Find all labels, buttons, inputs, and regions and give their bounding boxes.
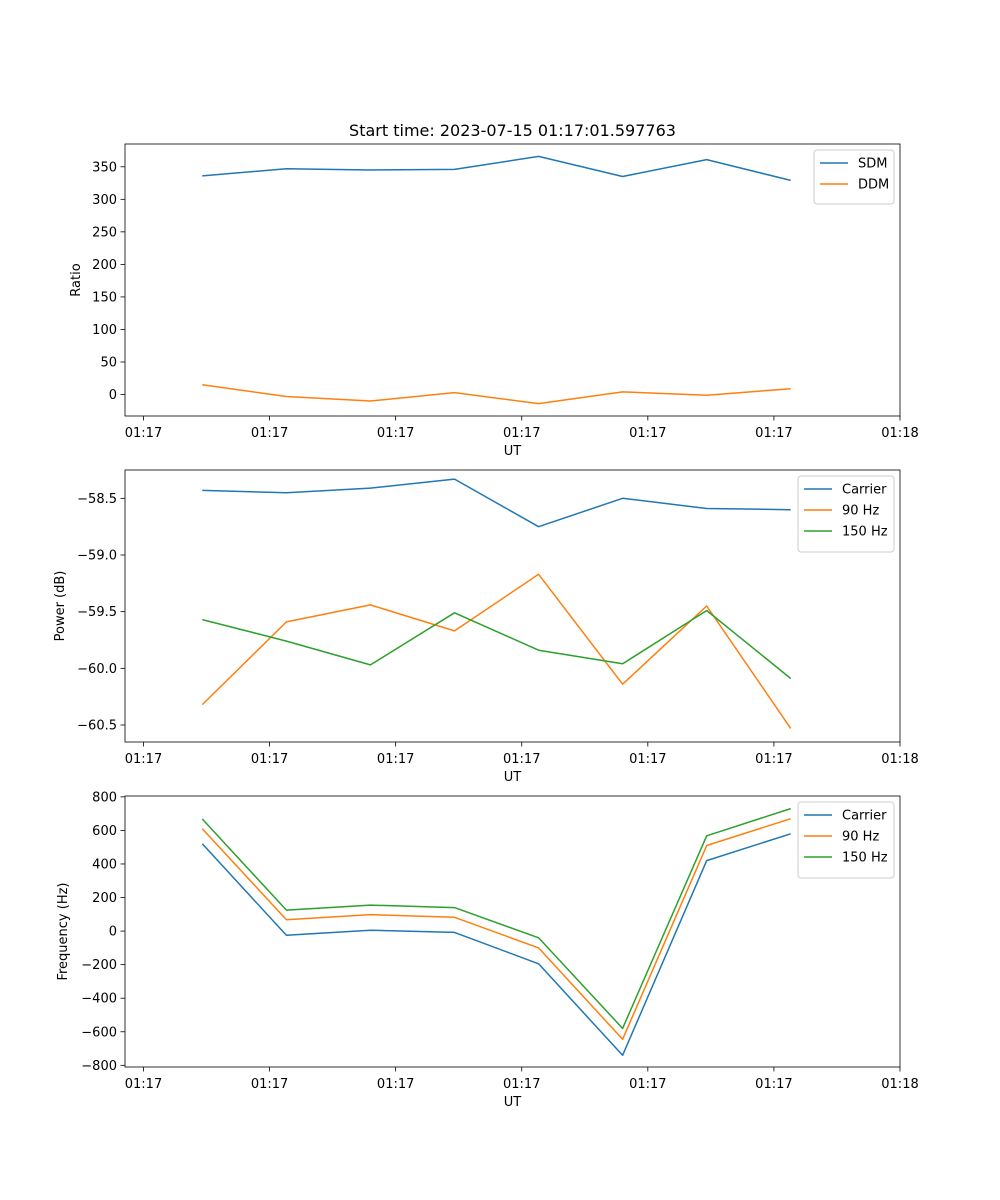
- y-tick-label: −400: [81, 992, 117, 1007]
- legend: Carrier 90 Hz 150 Hz: [797, 475, 895, 553]
- series-line-sdm: [202, 155, 791, 182]
- series-line-150-hz: [201, 807, 791, 1030]
- x-tick-label: 01:17: [629, 1077, 666, 1092]
- x-axis-label: UT: [504, 770, 522, 785]
- legend-label-150-hz: 150 Hz: [842, 525, 888, 540]
- legend-label-carrier: Carrier: [842, 483, 887, 498]
- x-axis-label: UT: [504, 444, 522, 459]
- axes-frame: [124, 795, 901, 1068]
- y-tick-label: 400: [92, 857, 117, 872]
- x-tick-label: 01:18: [881, 426, 918, 441]
- x-tick-label: 01:18: [881, 752, 918, 767]
- figure-title: Start time: 2023-07-15 01:17:01.597763: [349, 121, 676, 140]
- y-tick-label: 250: [92, 225, 117, 240]
- y-axis-label: Power (dB): [53, 571, 68, 642]
- y-tick-label: −800: [81, 1059, 117, 1074]
- chart-panel-2: 01:17 01:17 01:17 01:17 01:17 01:17 01:18 −60.5…: [53, 469, 919, 785]
- legend-box: [797, 801, 895, 879]
- y-tick-label: 0: [109, 388, 117, 403]
- x-tick-label: 01:17: [251, 752, 288, 767]
- x-tick-label: 01:17: [125, 752, 162, 767]
- x-tick-label: 01:17: [503, 426, 540, 441]
- y-tick-label: −600: [81, 1025, 117, 1040]
- x-tick-label: 01:17: [377, 752, 414, 767]
- legend-box: [797, 475, 895, 553]
- y-tick-label: −60.0: [77, 662, 117, 677]
- x-tick-label: 01:17: [755, 752, 792, 767]
- legend: Carrier 90 Hz 150 Hz: [797, 801, 895, 879]
- x-tick-label: 01:17: [503, 1077, 540, 1092]
- y-tick-label: 50: [100, 355, 117, 370]
- y-tick-label: −59.0: [77, 549, 117, 564]
- series-line-carrier: [202, 478, 791, 528]
- chart-panel-1: 01:17 01:17 01:17 01:17 01:17 01:17 01:18 0 50 10…: [69, 143, 919, 459]
- y-tick-label: 600: [92, 824, 117, 839]
- y-tick-label: 100: [92, 323, 117, 338]
- y-tick-label: 350: [92, 160, 117, 175]
- legend-label-carrier: Carrier: [842, 809, 887, 824]
- legend-label-ddm: DDM: [858, 178, 889, 193]
- x-tick-label: 01:17: [377, 1077, 414, 1092]
- x-tick-label: 01:17: [125, 1077, 162, 1092]
- legend: SDM DDM: [813, 149, 895, 205]
- series-line-carrier: [201, 833, 791, 1057]
- x-tick-label: 01:17: [251, 1077, 288, 1092]
- x-axis-label: UT: [504, 1095, 522, 1110]
- legend-label-150-hz: 150 Hz: [842, 851, 888, 866]
- x-tick-label: 01:17: [377, 426, 414, 441]
- series-line-150-hz: [202, 609, 792, 680]
- x-tick-label: 01:17: [125, 426, 162, 441]
- y-tick-label: 200: [92, 891, 117, 906]
- axes-frame: [124, 143, 901, 417]
- y-tick-label: 200: [92, 258, 117, 273]
- y-tick-label: −58.5: [77, 492, 117, 507]
- legend-label-90-hz: 90 Hz: [842, 504, 879, 519]
- x-tick-label: 01:17: [755, 426, 792, 441]
- y-tick-label: −60.5: [77, 719, 117, 734]
- y-axis-label: Frequency (Hz): [56, 882, 71, 980]
- y-tick-label: 0: [109, 925, 117, 940]
- y-tick-label: 800: [92, 790, 117, 805]
- x-tick-label: 01:18: [881, 1077, 918, 1092]
- x-tick-label: 01:17: [755, 1077, 792, 1092]
- x-tick-label: 01:17: [251, 426, 288, 441]
- chart-panel-3: 01:17 01:17 01:17 01:17 01:17 01:17 01:18 −800 −…: [56, 790, 919, 1110]
- x-tick-label: 01:17: [629, 752, 666, 767]
- charts-container: 01:17 01:17 01:17 01:17 01:17 01:17 01:18 0 50 10…: [53, 143, 919, 1110]
- y-axis-label: Ratio: [69, 263, 84, 296]
- legend-label-90-hz: 90 Hz: [842, 830, 879, 845]
- x-tick-label: 01:17: [503, 752, 540, 767]
- y-tick-label: −59.5: [77, 605, 117, 620]
- legend-label-sdm: SDM: [858, 157, 887, 172]
- y-tick-label: 300: [92, 193, 117, 208]
- x-tick-label: 01:17: [629, 426, 666, 441]
- y-tick-label: 150: [92, 290, 117, 305]
- series-line-90-hz: [201, 817, 791, 1041]
- axes-frame: [124, 469, 901, 743]
- y-tick-label: −200: [81, 958, 117, 973]
- series-line-ddm: [202, 384, 791, 405]
